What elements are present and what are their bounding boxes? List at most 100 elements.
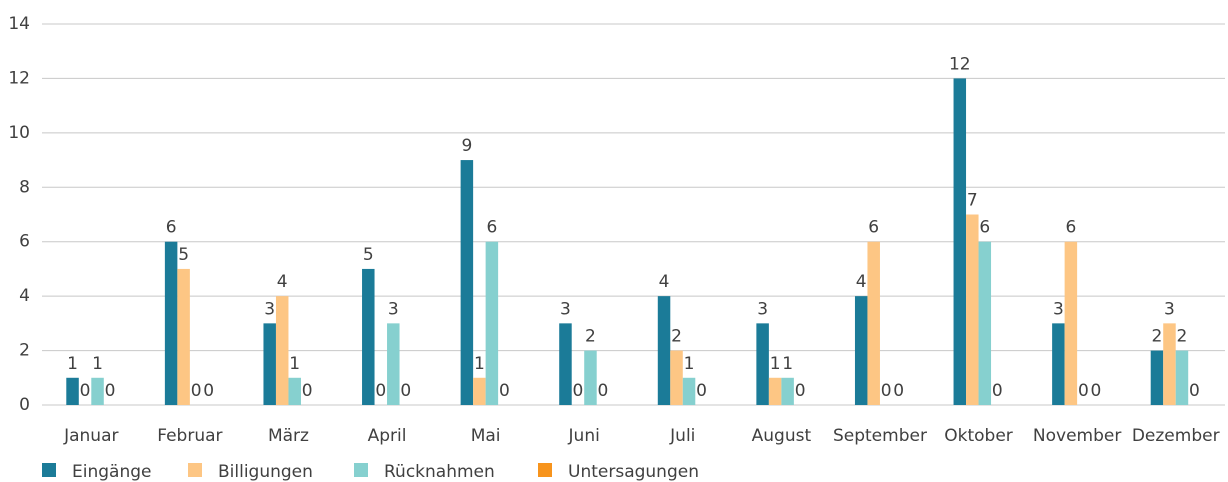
data-label: 6: [1065, 218, 1076, 238]
bar: [584, 350, 597, 405]
bar: [91, 377, 104, 405]
bar: [682, 377, 696, 405]
bar: [263, 323, 276, 405]
x-tick-label: Oktober: [944, 426, 1013, 446]
data-label: 0: [573, 381, 584, 401]
data-label: 0: [598, 381, 609, 401]
data-label: 3: [388, 299, 399, 319]
bar: [559, 323, 572, 405]
data-label: 0: [375, 381, 386, 401]
data-label: 0: [203, 381, 214, 401]
bar: [854, 296, 868, 405]
bar: [288, 377, 301, 405]
x-tick-label: März: [268, 426, 309, 446]
data-label: 0: [80, 381, 91, 401]
y-tick-label: 10: [8, 123, 30, 143]
bar: [781, 377, 794, 405]
data-label: 0: [400, 381, 411, 401]
data-label: 5: [178, 245, 189, 265]
data-label: 0: [499, 381, 510, 401]
data-label: 2: [1152, 327, 1163, 347]
data-label: 0: [992, 381, 1003, 401]
data-label: 2: [671, 327, 682, 347]
data-label: 1: [770, 354, 781, 374]
bar: [177, 268, 190, 405]
x-tick-label: Mai: [471, 426, 501, 446]
legend-label: Billigungen: [218, 462, 313, 482]
bar: [164, 241, 178, 405]
data-label: 0: [302, 381, 313, 401]
data-label: 4: [659, 272, 670, 292]
y-tick-label: 0: [19, 395, 30, 415]
x-tick-label: Januar: [63, 426, 118, 446]
y-tick-label: 8: [19, 177, 30, 197]
bar: [966, 214, 979, 405]
legend-label: Rücknahmen: [384, 462, 495, 482]
data-label: 2: [1177, 327, 1188, 347]
x-tick-label: September: [833, 426, 927, 446]
legend-swatch: [188, 463, 202, 477]
legend-label: Untersagungen: [568, 462, 699, 482]
data-label: 1: [92, 354, 103, 374]
data-label: 0: [105, 381, 116, 401]
data-label: 9: [461, 136, 472, 156]
data-label: 0: [1189, 381, 1200, 401]
data-label: 1: [67, 354, 78, 374]
bar: [953, 78, 967, 405]
bar: [387, 323, 400, 405]
data-label: 4: [856, 272, 867, 292]
data-label: 6: [166, 218, 177, 238]
data-label: 0: [1078, 381, 1089, 401]
data-label: 12: [949, 54, 971, 74]
x-tick-label: Dezember: [1132, 426, 1220, 446]
data-label: 4: [277, 272, 288, 292]
legend-swatch: [538, 463, 552, 477]
bar: [867, 241, 880, 405]
data-label: 6: [979, 218, 990, 238]
bar: [1150, 350, 1164, 405]
bar: [1175, 350, 1189, 405]
data-label: 6: [868, 218, 879, 238]
legend-swatch: [42, 463, 56, 477]
x-tick-label: Februar: [157, 426, 222, 446]
data-label: 7: [967, 191, 978, 211]
y-tick-label: 4: [19, 286, 30, 306]
bar: [1052, 323, 1065, 405]
data-label: 1: [289, 354, 300, 374]
bar: [657, 296, 671, 405]
data-label: 6: [486, 218, 497, 238]
bar: [756, 323, 769, 405]
y-tick-label: 14: [8, 14, 30, 34]
bar: [485, 241, 499, 405]
x-tick-label: November: [1033, 426, 1121, 446]
x-tick-label: Juni: [568, 426, 600, 446]
bar: [768, 377, 782, 405]
x-tick-label: August: [752, 426, 812, 446]
bar: [275, 296, 289, 405]
data-label: 3: [560, 299, 571, 319]
bar: [66, 377, 79, 405]
bar: [473, 377, 486, 405]
bar: [978, 241, 992, 405]
data-label: 3: [757, 299, 768, 319]
data-label: 0: [795, 381, 806, 401]
y-tick-label: 2: [19, 341, 30, 361]
data-label: 3: [1053, 299, 1064, 319]
bar: [460, 160, 474, 405]
bar: [1064, 241, 1078, 405]
bar: [362, 268, 375, 405]
data-label: 3: [1164, 299, 1175, 319]
bar: [1163, 323, 1176, 405]
data-label: 1: [474, 354, 485, 374]
x-tick-label: Juli: [669, 426, 695, 446]
data-label: 1: [684, 354, 695, 374]
data-label: 0: [191, 381, 202, 401]
bar: [670, 350, 683, 405]
data-label: 0: [881, 381, 892, 401]
y-tick-label: 6: [19, 232, 30, 252]
data-label: 0: [1090, 381, 1101, 401]
data-label: 3: [264, 299, 275, 319]
legend-label: Eingänge: [72, 462, 151, 482]
y-tick-label: 12: [8, 68, 30, 88]
